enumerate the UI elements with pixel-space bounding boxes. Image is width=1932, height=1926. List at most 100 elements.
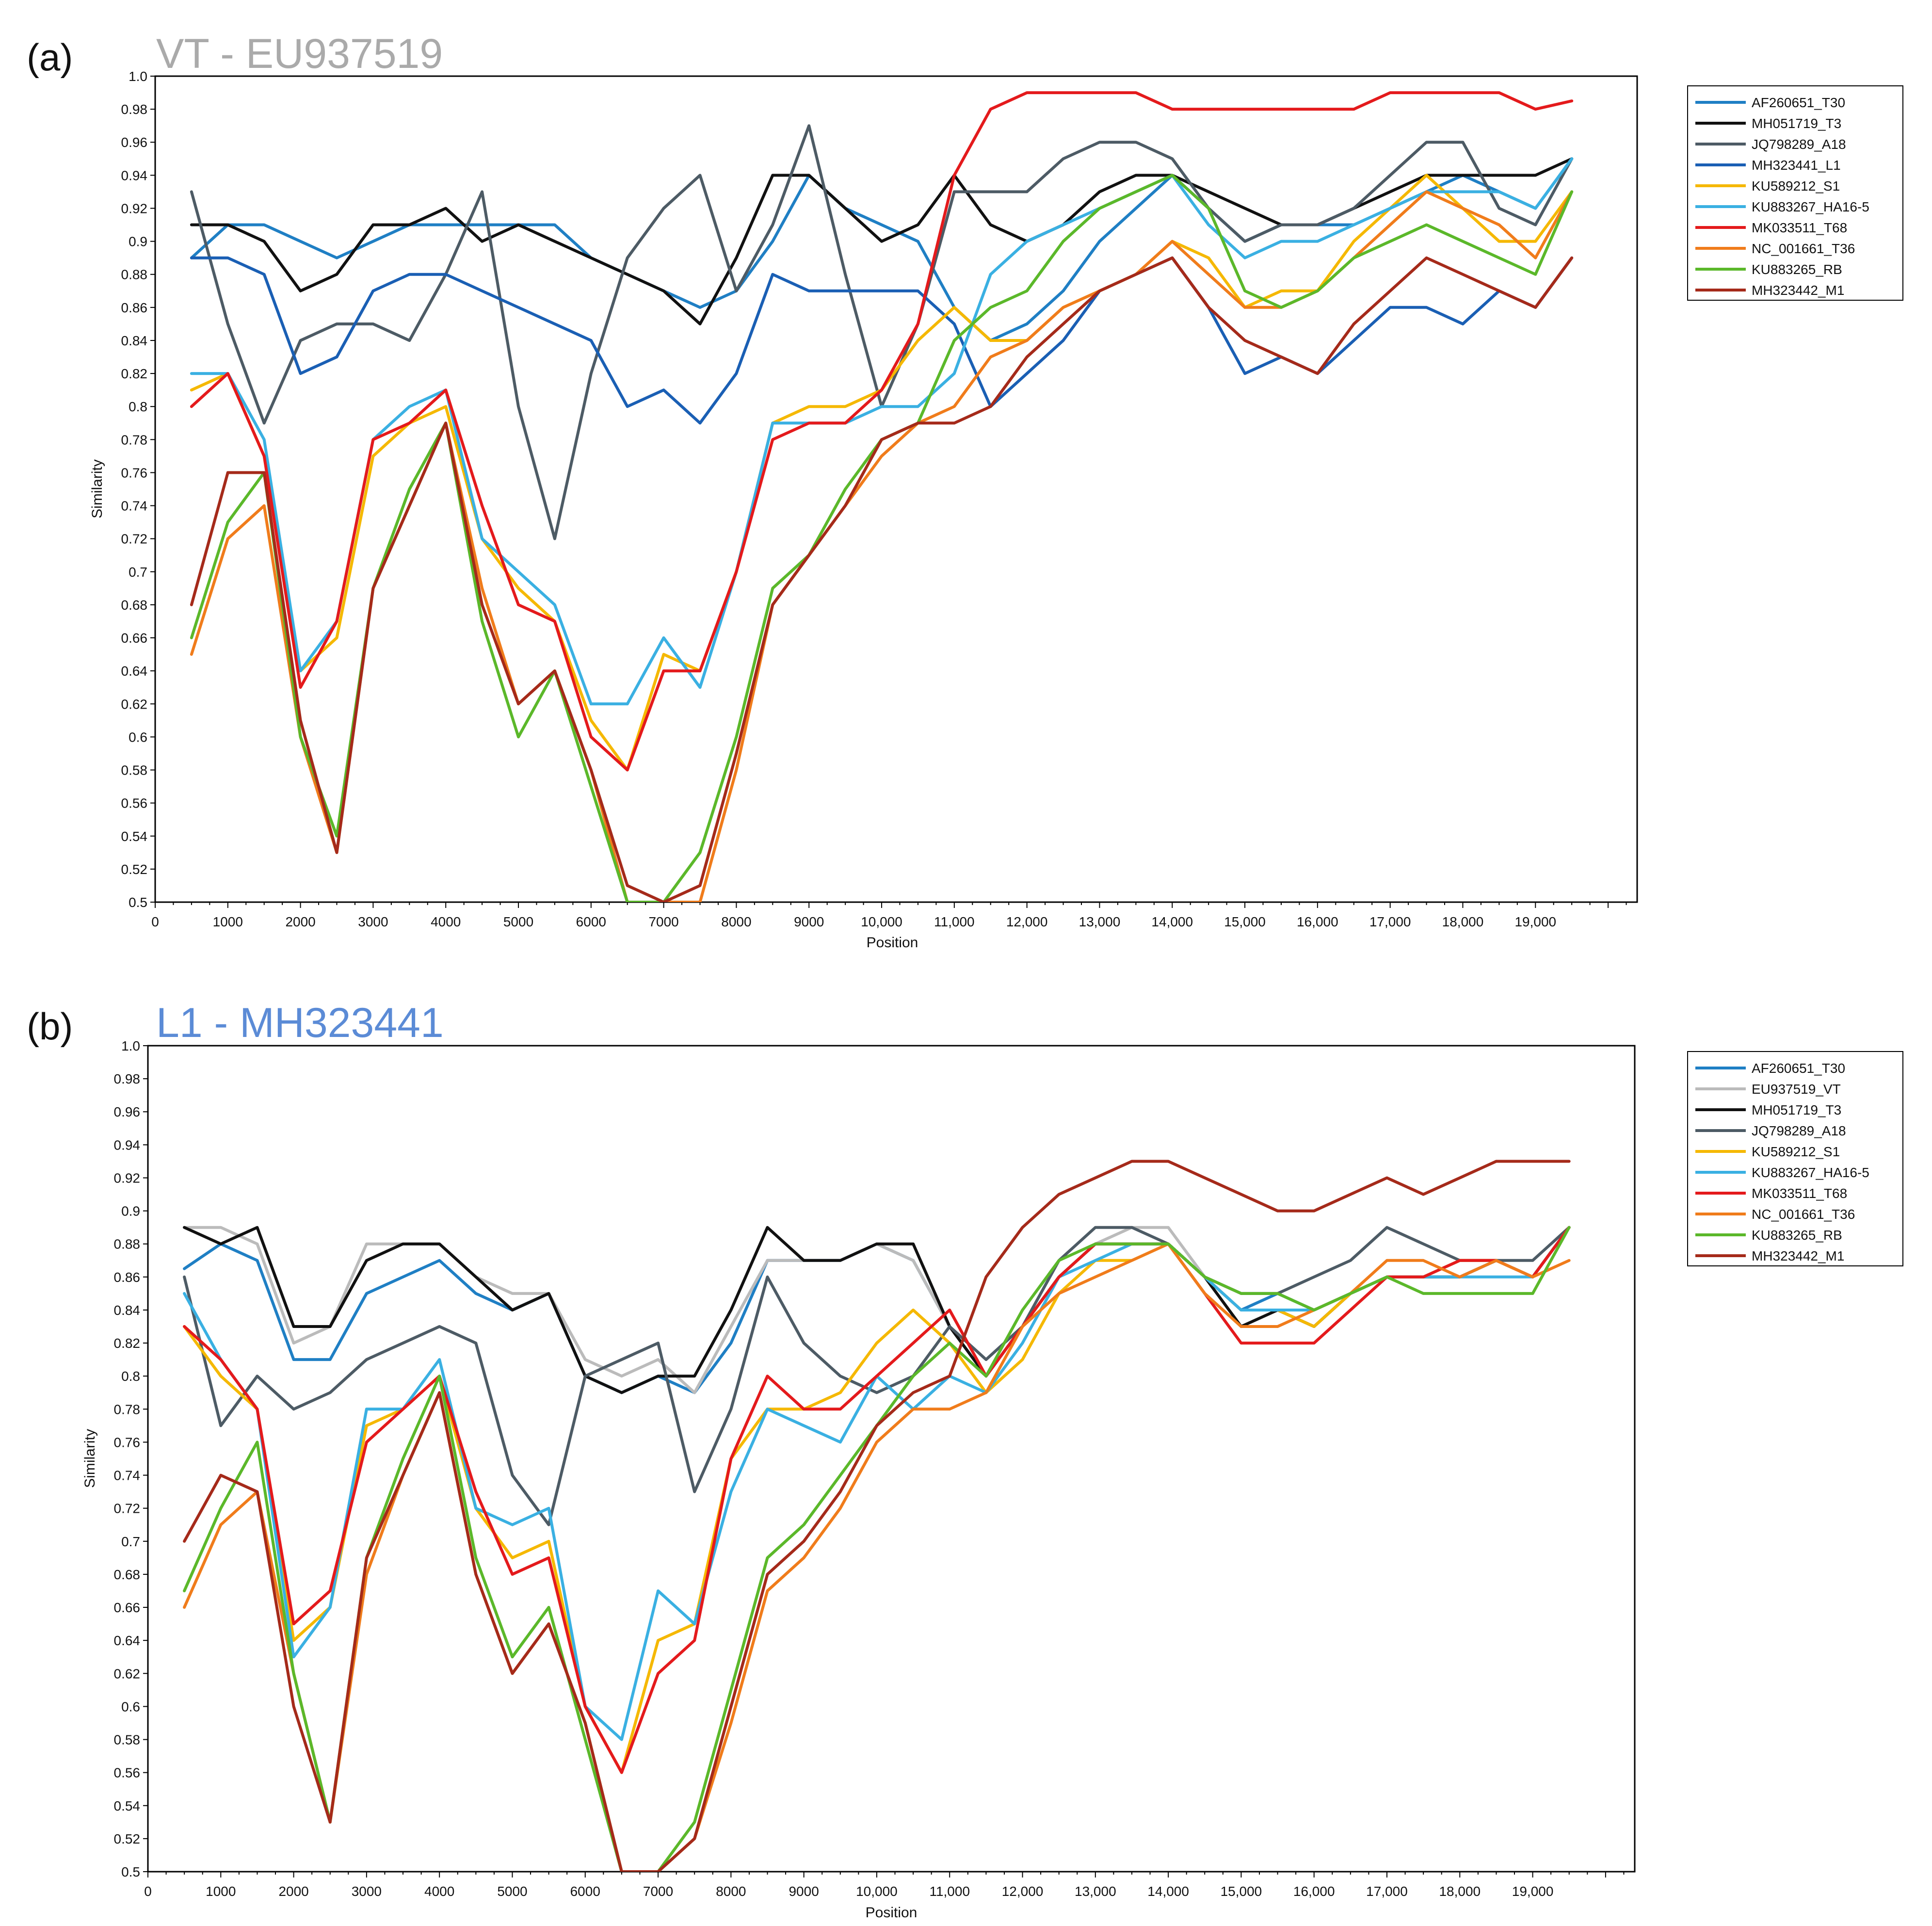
y-axis-label-a: Similarity: [89, 459, 105, 518]
series-lines-a: [190, 91, 1574, 902]
x-tick-label: 11,000: [929, 1884, 970, 1899]
y-tick-label: 0.74: [114, 1468, 141, 1483]
panel-a: (a) VT - EU937519 0.5 0.52 0.54 0.56 0.58 0.6…: [27, 31, 1903, 951]
x-tick-label: 18,000: [1439, 1884, 1481, 1899]
x-tick-label: 17,000: [1366, 1884, 1408, 1899]
y-tick-label: 0.52: [114, 1831, 141, 1846]
x-tick-label: 10,000: [861, 914, 902, 929]
y-axis-label-b: Similarity: [82, 1429, 98, 1488]
x-axis-b: 0 1000 2000 3000 4000 5000 6000 7000 8000 9000 10,…: [144, 1872, 1625, 1899]
x-tick-label: 11,000: [934, 914, 975, 929]
y-tick-label: 0.72: [121, 532, 148, 547]
x-tick-label: 16,000: [1293, 1884, 1335, 1899]
panel-label-b: (b): [27, 1005, 73, 1048]
y-tick-label: 0.68: [114, 1567, 141, 1582]
y-tick-label: 0.66: [114, 1600, 141, 1615]
legend-label: NC_001661_T36: [1752, 1207, 1855, 1222]
legend-label: KU883267_HA16-5: [1752, 199, 1869, 214]
y-tick-label: 0.88: [121, 267, 148, 282]
y-tick-label: 0.54: [121, 829, 148, 844]
y-tick-label: 0.98: [121, 102, 148, 117]
x-tick-label: 13,000: [1075, 1884, 1116, 1899]
legend-label: MH323442_M1: [1752, 283, 1844, 298]
y-tick-label: 0.5: [121, 1864, 140, 1879]
x-axis-label-b: Position: [866, 1905, 918, 1921]
y-tick-label: 0.5: [129, 895, 147, 910]
x-tick-label: 2000: [285, 914, 315, 929]
x-axis-a: 0 1000 2000 3000 4000 5000 6000 7000 8000 9000 10,…: [151, 902, 1627, 929]
legend-label: JQ798289_A18: [1752, 137, 1846, 152]
y-tick-label: 0.52: [121, 862, 148, 877]
y-tick-label: 0.54: [114, 1798, 141, 1813]
legend-label: EU937519_VT: [1752, 1082, 1841, 1097]
y-tick-label: 0.68: [121, 598, 148, 613]
x-tick-label: 0: [151, 914, 159, 929]
series-line-jq798289-a18: [183, 1226, 1571, 1526]
x-tick-label: 19,000: [1514, 914, 1556, 929]
y-tick-label: 0.86: [121, 300, 148, 315]
panel-b: (b) L1 - MH323441 0.5 0.52 0.54 0.56 0.58 0.6…: [27, 1000, 1903, 1921]
panel-label-a: (a): [27, 36, 73, 79]
y-tick-label: 0.96: [121, 135, 148, 150]
legend-label: AF260651_T30: [1752, 1061, 1845, 1076]
legend-items-b: AF260651_T30 EU937519_VT MH051719_T3 JQ7982…: [1695, 1061, 1869, 1263]
x-tick-label: 0: [144, 1884, 152, 1899]
legend-label: MH323441_L1: [1752, 158, 1841, 173]
x-tick-label: 15,000: [1224, 914, 1266, 929]
y-tick-label: 0.64: [114, 1633, 141, 1648]
series-lines-b: [183, 1160, 1571, 1872]
y-tick-label: 0.74: [121, 499, 148, 514]
y-tick-label: 0.62: [114, 1666, 141, 1681]
y-tick-label: 0.58: [114, 1732, 141, 1748]
series-line-mk033511-t68: [190, 91, 1574, 772]
x-tick-label: 12,000: [1002, 1884, 1044, 1899]
y-tick-label: 0.82: [114, 1336, 141, 1351]
y-tick-label: 0.84: [121, 333, 148, 348]
x-tick-label: 6000: [576, 914, 606, 929]
x-tick-label: 3000: [352, 1884, 382, 1899]
y-axis-b: 0.5 0.52 0.54 0.56 0.58 0.6 0.62 0.64 0.66 0.68 0.…: [114, 1038, 148, 1879]
y-tick-label: 0.94: [121, 168, 148, 183]
x-tick-label: 18,000: [1442, 914, 1484, 929]
x-tick-label: 5000: [503, 914, 533, 929]
legend-label: KU883265_RB: [1752, 262, 1842, 277]
y-tick-label: 0.78: [114, 1402, 141, 1417]
x-tick-label: 13,000: [1079, 914, 1121, 929]
y-tick-label: 0.72: [114, 1501, 141, 1516]
x-tick-label: 1000: [213, 914, 243, 929]
y-tick-label: 0.84: [114, 1303, 141, 1318]
y-tick-label: 0.6: [129, 729, 147, 745]
x-tick-label: 7000: [643, 1884, 673, 1899]
y-tick-label: 0.56: [114, 1765, 141, 1780]
x-tick-label: 10,000: [856, 1884, 898, 1899]
legend-label: JQ798289_A18: [1752, 1123, 1846, 1138]
x-tick-label: 1000: [206, 1884, 236, 1899]
y-tick-label: 0.66: [121, 631, 148, 646]
legend-label: KU589212_S1: [1752, 1144, 1840, 1159]
y-tick-label: 0.6: [121, 1699, 140, 1714]
series-line-af260651-t30: [190, 157, 1574, 342]
x-tick-label: 9000: [789, 1884, 819, 1899]
x-tick-label: 9000: [794, 914, 824, 929]
plot-area-a: [154, 75, 1638, 903]
x-tick-label: 8000: [716, 1884, 746, 1899]
legend-label: KU883267_HA16-5: [1752, 1165, 1869, 1180]
y-tick-label: 0.9: [121, 1204, 140, 1219]
y-tick-label: 0.7: [129, 565, 147, 580]
y-tick-label: 0.58: [121, 763, 148, 778]
legend-label: MK033511_T68: [1752, 220, 1847, 235]
x-tick-label: 8000: [721, 914, 751, 929]
y-tick-label: 0.98: [114, 1071, 141, 1086]
chart-title-b: L1 - MH323441: [156, 1000, 444, 1046]
x-tick-label: 14,000: [1151, 914, 1193, 929]
legend-items-a: AF260651_T30 MH051719_T3 JQ798289_A18 MH323…: [1695, 95, 1869, 298]
y-tick-label: 0.94: [114, 1137, 141, 1152]
y-tick-label: 0.96: [114, 1104, 141, 1119]
legend-label: KU883265_RB: [1752, 1228, 1842, 1243]
series-line-ku883267-ha16-5: [190, 157, 1574, 706]
x-tick-label: 4000: [431, 914, 461, 929]
x-tick-label: 5000: [497, 1884, 527, 1899]
series-line-mk033511-t68: [183, 1226, 1571, 1774]
y-tick-label: 0.76: [121, 465, 148, 480]
